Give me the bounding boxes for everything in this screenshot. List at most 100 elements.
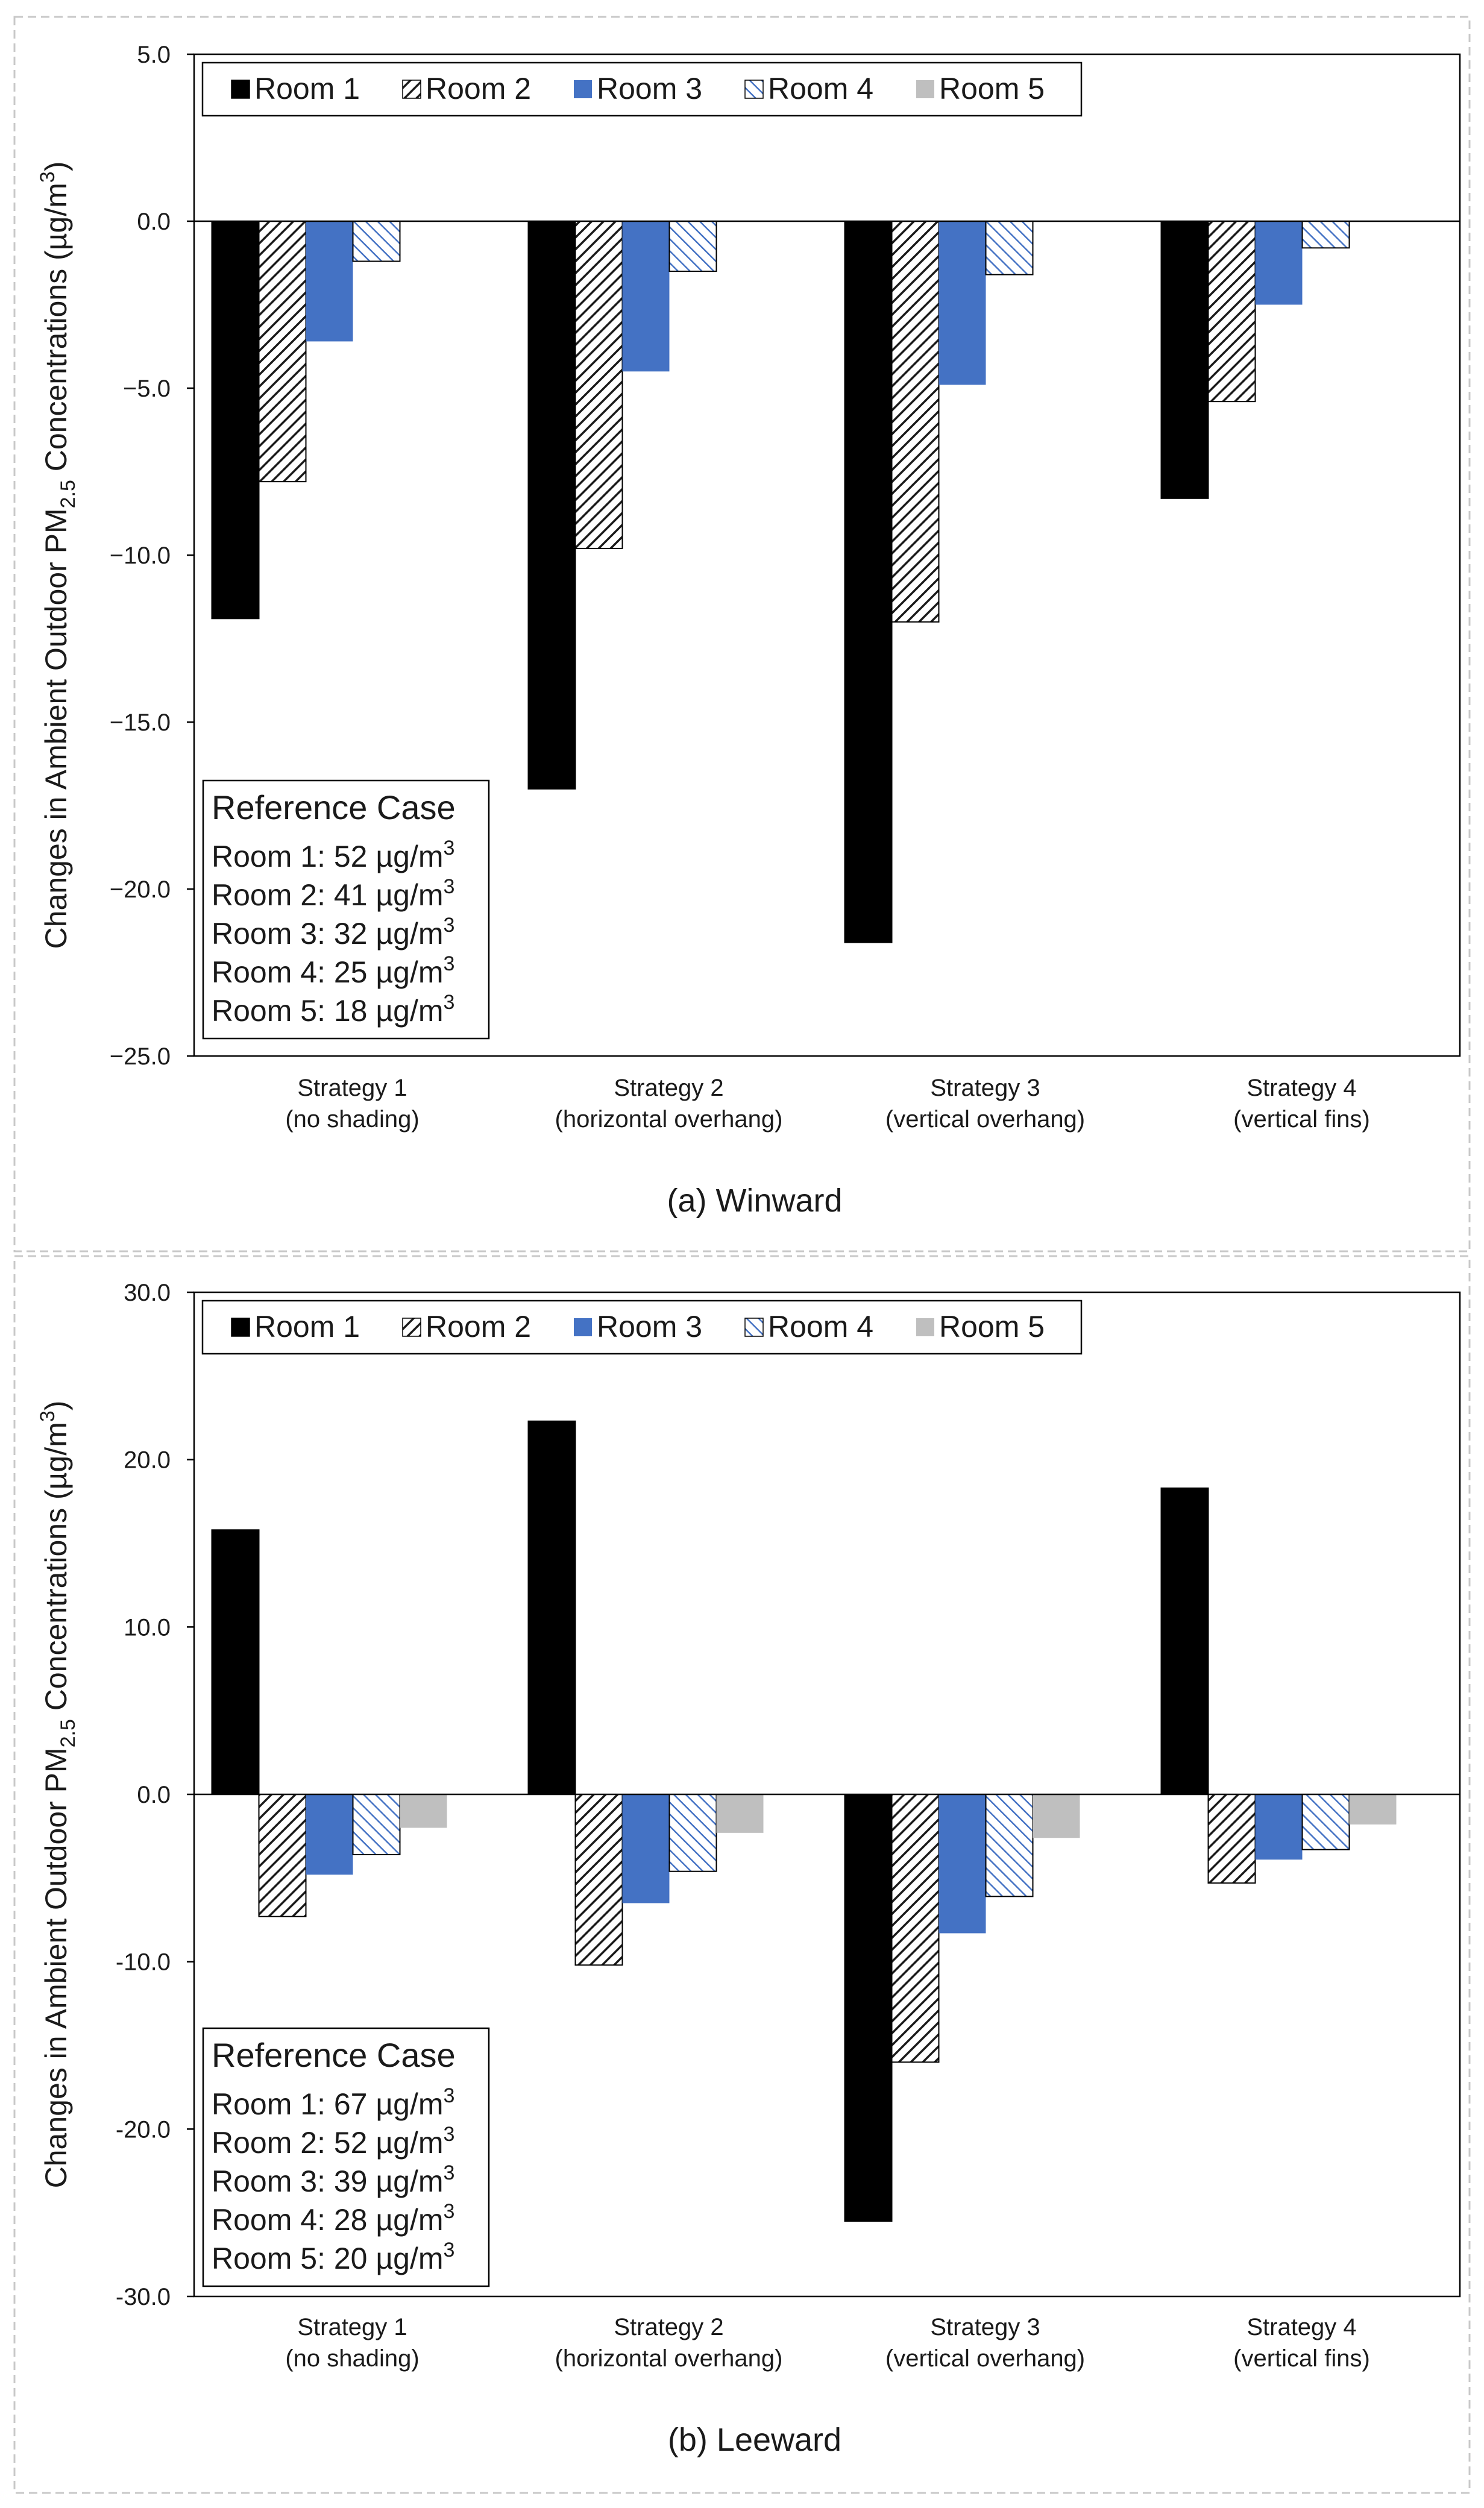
y-tick-label: -10.0 [116, 1949, 171, 1976]
legend-swatch [744, 80, 764, 99]
legend-label: Room 2 [426, 1310, 531, 1344]
bar-room-3 [622, 1794, 670, 1903]
bar-room-4 [985, 1794, 1034, 1897]
legend-swatch [402, 80, 421, 99]
legend-label: Room 1 [254, 72, 360, 105]
legend-swatch [916, 1318, 934, 1336]
bar-room-3 [306, 1794, 353, 1875]
bar-room-5 [1349, 1794, 1397, 1824]
bar-room-2 [258, 221, 307, 483]
y-tick-label: 0.0 [137, 1782, 171, 1808]
category-label: Strategy 3 [930, 2314, 1040, 2340]
panel-b-frame [13, 1255, 1471, 2494]
y-tick-label: 20.0 [124, 1447, 171, 1474]
category-label: Strategy 2 [614, 2314, 723, 2340]
y-tick-label: −25.0 [110, 1043, 171, 1070]
bar-room-1 [211, 1529, 260, 1795]
reference-case-item: Room 1: 67 µg/m3 [212, 2084, 454, 2121]
panel-a: 5.0 0.0 −5.0 −10.0 −15.0 −20.0 −25.0 Changes in… [36, 42, 1461, 1219]
legend-label: Room 4 [768, 72, 873, 105]
legend-swatch [231, 80, 250, 99]
bar-room-1 [527, 1420, 576, 1795]
y-tick-label: 5.0 [137, 42, 171, 68]
panel-caption: (b) Leeward [668, 2422, 841, 2458]
reference-case-item: Room 2: 41 µg/m3 [212, 875, 454, 912]
bar-room-1 [1160, 221, 1209, 499]
reference-case-box [202, 779, 490, 1040]
legend [201, 1300, 1083, 1355]
legend-swatch [402, 1318, 421, 1337]
category-label: Strategy 3 [930, 1075, 1040, 1101]
bar-room-2 [891, 221, 940, 623]
y-tick-label: -30.0 [116, 2284, 171, 2310]
category-label-sub: (no shading) [285, 1106, 419, 1133]
reference-case-item: Room 3: 32 µg/m3 [212, 914, 454, 951]
legend [201, 61, 1083, 117]
bar-room-5 [716, 1794, 764, 1833]
reference-case-item: Room 5: 20 µg/m3 [212, 2239, 454, 2275]
bar-room-1 [844, 221, 893, 943]
legend-label: Room 2 [426, 72, 531, 105]
legend-swatch [574, 1318, 592, 1336]
legend-swatch [231, 1318, 250, 1337]
panel-caption: (a) Winward [667, 1183, 842, 1219]
bar-room-4 [352, 1794, 401, 1855]
y-tick-label: -20.0 [116, 2116, 171, 2143]
bar-room-3 [306, 221, 353, 342]
legend-swatch [574, 80, 592, 98]
bar-room-4 [1301, 1794, 1350, 1850]
y-tick-label: −20.0 [110, 876, 171, 903]
legend-swatch [916, 80, 934, 98]
y-tick-label: −15.0 [110, 709, 171, 736]
y-tick-label: −10.0 [110, 542, 171, 569]
y-tick-label: 30.0 [124, 1280, 171, 1306]
category-label: Strategy 1 [297, 1075, 407, 1101]
category-label-sub: (vertical fins) [1233, 2345, 1370, 2372]
bar-room-2 [1207, 221, 1256, 403]
legend-label: Room 1 [254, 1310, 360, 1344]
category-label: Strategy 2 [614, 1075, 723, 1101]
reference-case-item: Room 4: 28 µg/m3 [212, 2200, 454, 2237]
bar-room-1 [1160, 1487, 1209, 1796]
bar-room-2 [574, 1794, 623, 1966]
bar-room-2 [891, 1794, 940, 2063]
y-tick-label: −5.0 [123, 376, 171, 402]
bar-room-1 [844, 1794, 893, 2222]
reference-case-item: Room 4: 25 µg/m3 [212, 952, 454, 989]
category-label-sub: (vertical overhang) [885, 2345, 1085, 2372]
legend-label: Room 4 [768, 1310, 873, 1344]
reference-case-title: Reference Case [212, 2036, 456, 2074]
legend-swatch [744, 1318, 764, 1337]
reference-case-item: Room 5: 18 µg/m3 [212, 991, 454, 1028]
reference-case-item: Room 2: 52 µg/m3 [212, 2123, 454, 2160]
category-label-sub: (horizontal overhang) [555, 2345, 783, 2372]
bar-room-1 [211, 221, 260, 620]
category-label-sub: (vertical overhang) [885, 1106, 1085, 1133]
category-label: Strategy 4 [1247, 1075, 1356, 1101]
category-label: Strategy 1 [297, 2314, 407, 2340]
bar-room-1 [527, 221, 576, 790]
reference-case-item: Room 1: 52 µg/m3 [212, 837, 454, 873]
category-label-sub: (no shading) [285, 2345, 419, 2372]
bar-room-2 [258, 1794, 307, 1917]
bar-room-4 [1301, 221, 1350, 249]
bar-room-5 [400, 1794, 447, 1828]
y-axis-label: Changes in Ambient Outdoor PM2.5 Concent… [36, 1401, 80, 2189]
legend-label: Room 5 [939, 1310, 1045, 1344]
category-label-sub: (vertical fins) [1233, 1106, 1370, 1133]
category-label-sub: (horizontal overhang) [555, 1106, 783, 1133]
bar-room-3 [622, 221, 670, 372]
panel-a-frame [13, 16, 1471, 1252]
bar-room-4 [668, 1794, 717, 1872]
bar-room-4 [985, 221, 1034, 275]
reference-case-item: Room 3: 39 µg/m3 [212, 2161, 454, 2198]
bar-room-3 [939, 221, 986, 385]
legend-label: Room 3 [597, 1310, 702, 1344]
bar-room-4 [352, 221, 401, 262]
legend-label: Room 3 [597, 72, 702, 105]
bar-room-3 [939, 1794, 986, 1934]
bar-room-4 [668, 221, 717, 272]
y-axis-label: Changes in Ambient Outdoor PM2.5 Concent… [36, 162, 80, 949]
bar-room-2 [1207, 1794, 1256, 1884]
legend-label: Room 5 [939, 72, 1045, 105]
